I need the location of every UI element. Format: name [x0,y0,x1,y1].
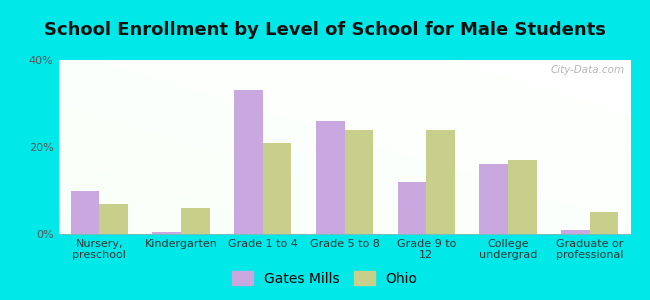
Bar [234,91,263,234]
Bar [263,143,291,234]
Bar [153,232,181,234]
Bar [99,203,128,234]
Bar [561,230,590,234]
Bar [398,182,426,234]
Text: City-Data.com: City-Data.com [551,65,625,75]
Bar [426,130,455,234]
Legend: Gates Mills, Ohio: Gates Mills, Ohio [228,267,422,290]
Text: School Enrollment by Level of School for Male Students: School Enrollment by Level of School for… [44,21,606,39]
Bar [479,164,508,234]
Bar [508,160,536,234]
Bar [344,130,373,234]
Bar [181,208,210,234]
Bar [590,212,618,234]
Bar [71,190,99,234]
Bar [316,121,344,234]
